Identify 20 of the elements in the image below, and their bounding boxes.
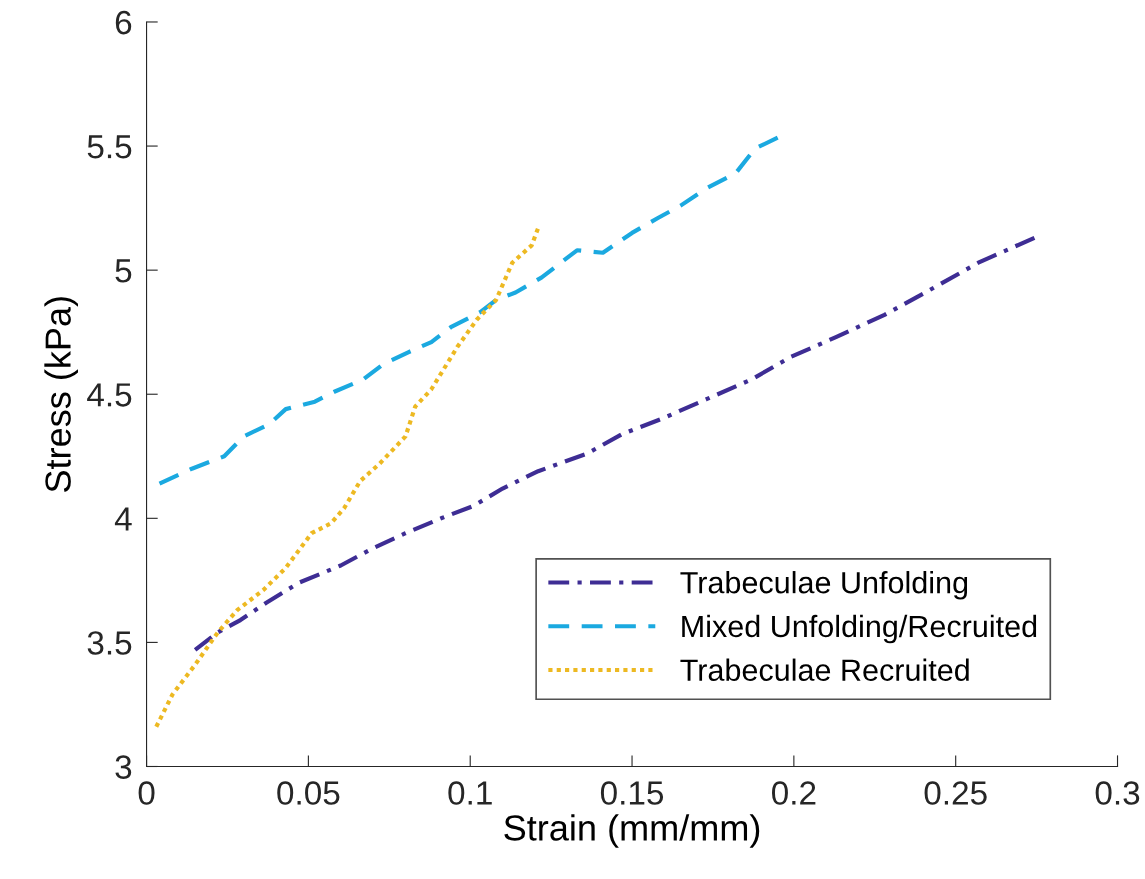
x-tick-label: 0.1 <box>448 781 492 805</box>
y-tick-label: 4 <box>114 507 132 531</box>
legend-label: Mixed Unfolding/Recruited <box>682 614 1037 644</box>
y-tick-label: 3.5 <box>87 631 132 655</box>
x-tick-label: 0.05 <box>277 781 340 805</box>
y-tick-label: 4.5 <box>87 383 132 407</box>
x-tick-label: 0 <box>138 781 155 805</box>
y-tick-label: 6 <box>115 10 132 35</box>
x-tick-label: 0.2 <box>772 781 816 805</box>
x-tick-label: 0.3 <box>1095 781 1140 805</box>
x-tick-label: 0.25 <box>924 781 987 805</box>
y-tick-label: 5.5 <box>87 135 132 159</box>
line-series <box>154 225 541 729</box>
y-tick-label: 3 <box>115 755 132 779</box>
x-axis-title: Strain (mm/mm) <box>504 814 760 848</box>
legend-label: Trabeculae Unfolding <box>680 571 968 600</box>
x-tick-label: 0.15 <box>600 781 664 805</box>
y-axis-title: Stress (kPa) <box>44 297 78 492</box>
legend-label: Trabeculae Recruited <box>680 658 969 681</box>
y-tick-label: 5 <box>115 259 132 283</box>
